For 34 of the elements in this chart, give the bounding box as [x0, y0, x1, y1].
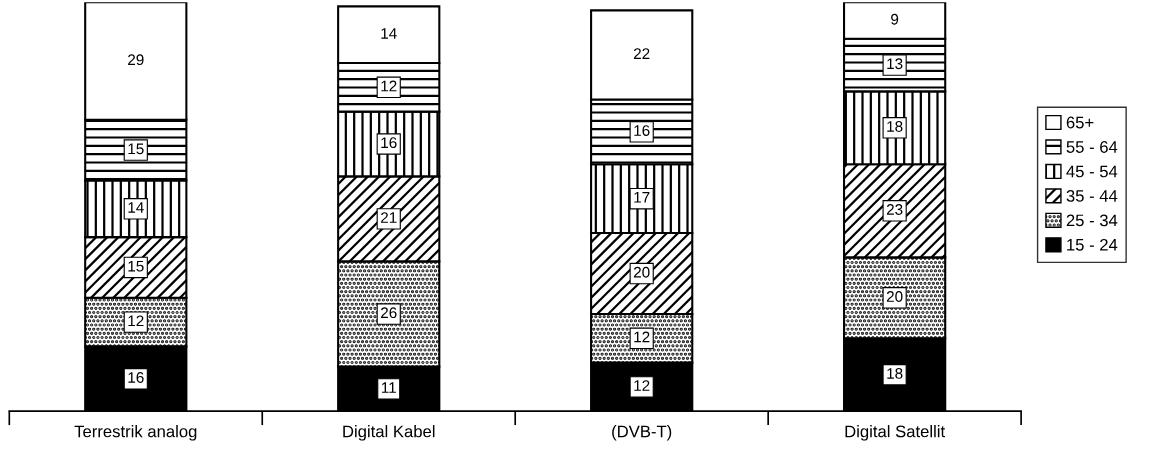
data-label: 18	[887, 121, 903, 132]
data-label: 26	[381, 307, 397, 319]
data-label: 11	[381, 382, 396, 393]
data-label: 14	[381, 28, 397, 39]
data-label: 16	[634, 125, 650, 136]
data-label: 13	[887, 58, 903, 70]
data-label: 21	[381, 212, 397, 223]
legend-label: 25 - 34	[1066, 214, 1118, 227]
legend-label: 15 - 24	[1067, 238, 1118, 251]
data-label: 12	[634, 331, 650, 343]
legend-label: 65+	[1066, 116, 1094, 129]
data-label: 29	[128, 54, 144, 66]
data-label: 18	[887, 368, 903, 379]
data-label: 20	[633, 266, 650, 278]
data-label: 14	[128, 202, 144, 213]
x-tick-label: Terrestrik analog	[74, 425, 197, 441]
data-label: 20	[886, 291, 903, 302]
data-label: 23	[886, 204, 903, 215]
data-label: 16	[381, 137, 397, 149]
data-label: 9	[891, 13, 899, 25]
data-label: 12	[128, 315, 144, 327]
legend-label: 35 - 44	[1066, 190, 1118, 202]
legend-label: 55 - 64	[1066, 141, 1118, 153]
data-label: 22	[633, 48, 650, 59]
x-tick-label: Digital Satellit	[845, 425, 945, 441]
x-tick-label: Digital Kabel	[343, 425, 435, 441]
data-label: 16	[128, 372, 144, 383]
data-label: 15	[128, 260, 144, 272]
x-tick-label: (DVB-T)	[612, 425, 672, 441]
data-label: 12	[634, 380, 650, 391]
legend-label: 45 - 54	[1066, 165, 1118, 178]
data-label: 15	[128, 143, 144, 155]
data-label: 12	[381, 80, 397, 92]
data-label: 17	[634, 192, 650, 203]
